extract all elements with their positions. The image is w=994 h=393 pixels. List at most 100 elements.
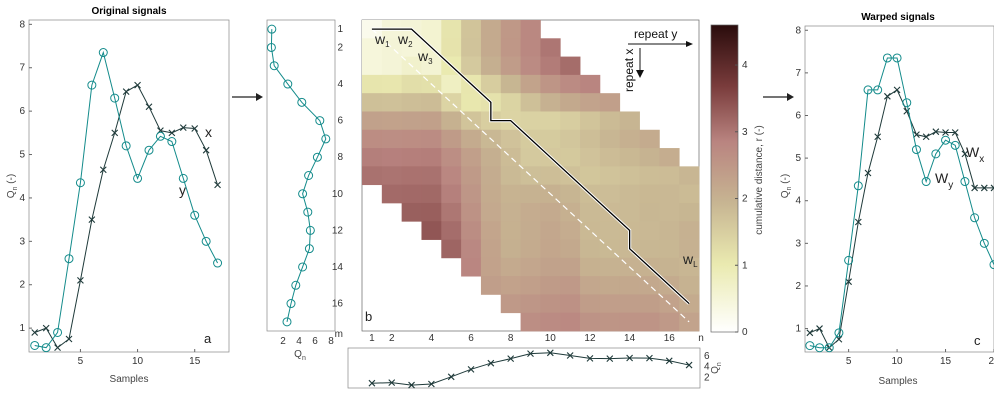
matrix-cell — [639, 184, 660, 204]
matrix-x-tick-label: 12 — [584, 333, 596, 344]
series-0-point — [835, 335, 843, 343]
matrix-cell — [401, 93, 422, 112]
matrix-cell — [560, 129, 581, 149]
series-0-point — [845, 278, 853, 286]
matrix-cell — [659, 166, 680, 186]
y-tick-label: 4 — [19, 193, 25, 204]
matrix-cell — [580, 276, 601, 295]
series-1-point — [911, 145, 921, 155]
matrix-cell — [500, 148, 521, 167]
y-tick-label: 4 — [795, 196, 801, 207]
bottom-series-point — [447, 373, 455, 381]
series-1-point — [979, 238, 989, 248]
series-1-point — [98, 48, 108, 58]
bottom-tick-label: 6 — [704, 351, 710, 362]
y-tick-label: 8 — [19, 19, 25, 30]
matrix-cell — [560, 74, 581, 94]
matrix-cell — [580, 129, 601, 149]
bottom-axes — [347, 347, 701, 389]
matrix-cell — [520, 239, 541, 259]
bottom-series-point — [487, 359, 495, 367]
matrix-cell — [461, 202, 482, 222]
series-0-point — [913, 131, 920, 139]
arrow-b-to-c — [763, 93, 794, 101]
matrix-cell — [679, 166, 700, 186]
series-y-line — [34, 50, 219, 349]
matrix-cell — [441, 184, 462, 204]
series-0-point — [971, 184, 979, 192]
matrix-cell — [619, 111, 640, 131]
bottom-series-point — [685, 361, 693, 369]
matrix-cell — [599, 129, 621, 149]
x-tick-label: 15 — [940, 356, 952, 367]
matrix-cell — [639, 148, 660, 167]
y-tick-label: 3 — [19, 236, 25, 247]
label-wL: wL — [682, 251, 698, 269]
side-series-point — [305, 225, 315, 235]
matrix-cell — [362, 148, 383, 167]
matrix-cell — [421, 111, 442, 131]
matrix-cell — [480, 239, 502, 259]
matrix-cell — [540, 239, 561, 259]
matrix-cell — [441, 74, 462, 94]
matrix-cell — [599, 111, 621, 131]
bottom-series-point — [408, 381, 415, 389]
side-tick-label: 4 — [296, 336, 302, 347]
series-1-point — [190, 210, 200, 220]
series-1-point — [53, 327, 63, 337]
series-1-point — [133, 173, 143, 183]
bottom-series-point — [646, 354, 653, 362]
matrix-cell — [659, 312, 680, 332]
matrix-cell — [362, 166, 383, 186]
matrix-cell — [461, 56, 482, 76]
matrix-cell — [619, 294, 640, 314]
bottom-series-point — [368, 379, 376, 387]
matrix-cell — [560, 111, 581, 131]
matrix-cell — [500, 294, 521, 314]
matrix-cell — [540, 74, 561, 94]
matrix-x-tick-label: 10 — [545, 333, 557, 344]
series-0-point — [951, 129, 959, 136]
colorbar-tick-label: 1 — [742, 260, 748, 271]
matrix-cell — [362, 74, 383, 94]
x-tick-label: 15 — [189, 356, 201, 367]
matrix-cell — [599, 221, 621, 240]
matrix-cell — [500, 74, 521, 94]
matrix-cell — [659, 148, 680, 167]
matrix-cell — [520, 257, 541, 277]
panel-original-signals: Original signals 5 10 15 1 2 3 4 5 6 7 8 Samples Q… — [6, 6, 230, 385]
matrix-cell — [619, 312, 640, 332]
matrix-cell — [540, 129, 561, 149]
series-x-line — [34, 84, 219, 349]
series-0-point — [816, 325, 823, 332]
label-w3: w3 — [417, 48, 433, 66]
diagonal-line — [371, 28, 690, 323]
series-1-point — [970, 213, 980, 223]
series-y-label: y — [179, 182, 186, 198]
y-tick-label: 5 — [19, 150, 25, 161]
matrix-cell — [461, 257, 482, 277]
matrix-y-tick-label: 16 — [332, 299, 344, 310]
series-0-point — [214, 181, 221, 189]
side-series-point — [269, 61, 279, 71]
series-1-point — [121, 141, 131, 151]
x-tick-label: 20 — [988, 356, 994, 367]
series-1-point — [960, 177, 970, 187]
matrix-cell — [560, 312, 581, 332]
series-1-point — [64, 254, 74, 264]
matrix-cell — [659, 239, 680, 259]
series-x-label: x — [205, 124, 212, 140]
matrix-cell — [540, 56, 561, 76]
bottom-series-point — [626, 354, 634, 362]
matrix-cell — [540, 221, 561, 240]
matrix-cell — [560, 221, 581, 240]
side-tick-label: 8 — [328, 336, 334, 347]
panel-a-ylabel: Qn (-) — [6, 174, 19, 198]
side-axes — [266, 19, 336, 332]
matrix-cell — [659, 184, 680, 204]
matrix-cell — [679, 184, 700, 204]
matrix-cell — [619, 148, 640, 167]
matrix-cell — [381, 129, 403, 149]
matrix-cell — [540, 276, 561, 295]
colorbar-tick-label: 3 — [742, 127, 748, 138]
